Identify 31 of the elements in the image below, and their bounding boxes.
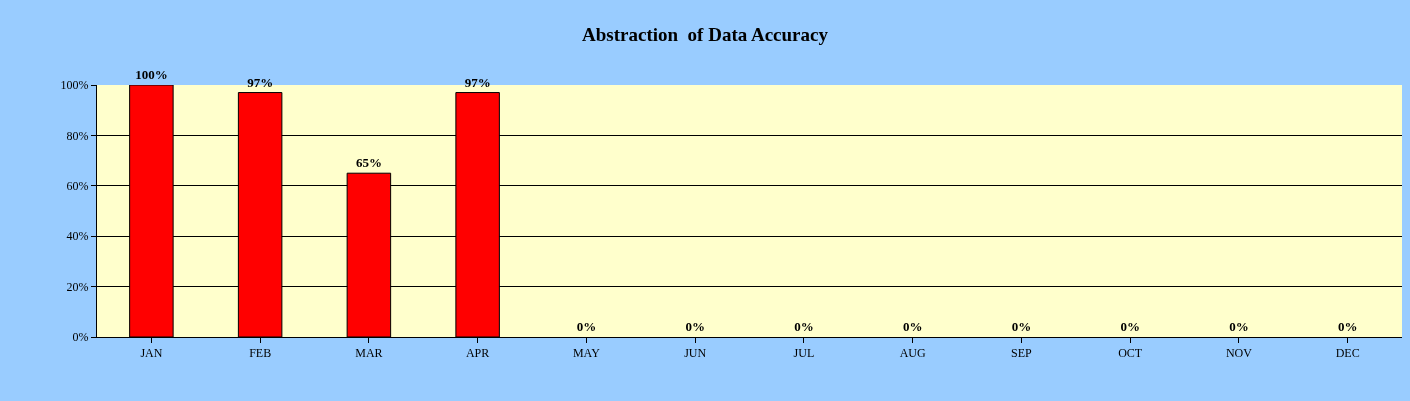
x-tick-label: JAN	[140, 346, 163, 361]
x-tick-label: AUG	[899, 346, 926, 361]
x-tick-label: MAY	[572, 346, 601, 361]
x-tick-label: NOV	[1225, 346, 1253, 361]
y-tick-label: 40%	[66, 229, 89, 244]
y-tick-label: 100%	[60, 78, 89, 93]
data-label: 0%	[794, 319, 814, 334]
x-tick-label: APR	[465, 346, 490, 361]
data-label: 0%	[1120, 319, 1140, 334]
data-label: 0%	[1229, 319, 1249, 334]
data-label: 97%	[247, 74, 274, 90]
data-label: 0%	[576, 319, 597, 334]
x-tick-label: SEP	[1011, 346, 1033, 361]
chart-title: Abstraction of Data Accuracy	[582, 24, 829, 46]
x-tick-label: MAR	[355, 346, 383, 361]
data-label: 0%	[685, 319, 705, 334]
x-tick-label: OCT	[1118, 346, 1143, 361]
data-label: 97%	[464, 74, 491, 90]
data-label: 65%	[355, 155, 382, 171]
x-tick-label: JUN	[684, 346, 707, 361]
data-label: 0%	[1011, 319, 1032, 334]
data-label: 0%	[1337, 319, 1358, 334]
x-tick-label: JUL	[793, 346, 815, 361]
data-label: 0%	[902, 319, 923, 334]
y-tick-label: 0%	[72, 330, 89, 345]
data-label: 100%	[135, 67, 168, 82]
y-tick-label: 80%	[66, 128, 89, 143]
x-tick-label: DEC	[1335, 346, 1360, 361]
y-tick-label: 20%	[66, 279, 89, 294]
y-tick-label: 60%	[66, 179, 89, 193]
x-tick-label: FEB	[249, 346, 272, 361]
